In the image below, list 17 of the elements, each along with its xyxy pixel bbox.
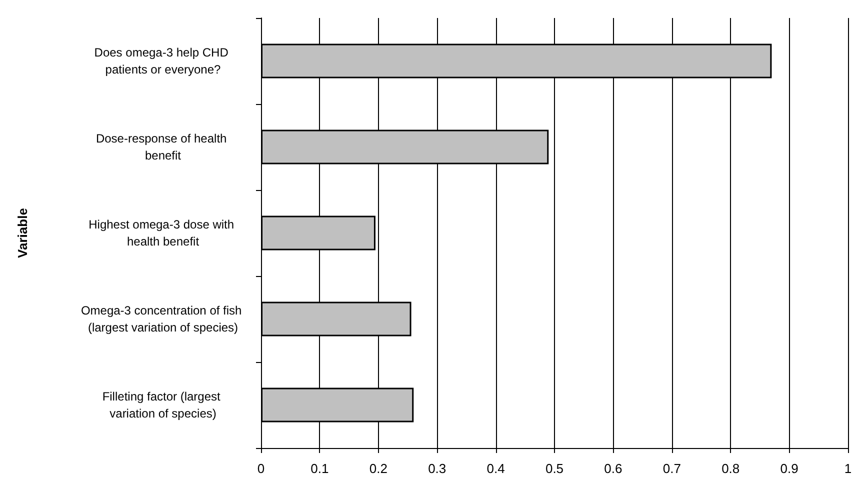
- y-tick-label: Omega-3 concentration of fish (largest variation of species): [80, 304, 246, 334]
- x-tick-label: 0.1: [310, 461, 329, 476]
- x-tick-label: 0: [257, 461, 265, 476]
- x-tick-label: 1: [844, 461, 852, 476]
- x-tick-label: 0.5: [545, 461, 564, 476]
- y-tick-label: Dose-response of health benefit: [96, 132, 230, 162]
- x-tick-label: 0.7: [662, 461, 681, 476]
- x-tick-label: 0.8: [722, 461, 740, 476]
- y-tick-label: Does omega-3 help CHD patients or everyone?: [94, 46, 232, 76]
- x-tick-label: 0.2: [369, 461, 388, 476]
- x-tick-label: 0.6: [604, 461, 622, 476]
- y-axis-title: Variable: [15, 208, 30, 258]
- x-tick-label: 0.3: [428, 461, 446, 476]
- x-tick-label: 0.4: [486, 461, 505, 476]
- y-tick-label: Highest omega-3 dose with health benefit: [88, 218, 238, 248]
- y-tick-label: Filleting factor (largest variation of species): [102, 390, 224, 420]
- x-tick-label: 0.9: [780, 461, 798, 476]
